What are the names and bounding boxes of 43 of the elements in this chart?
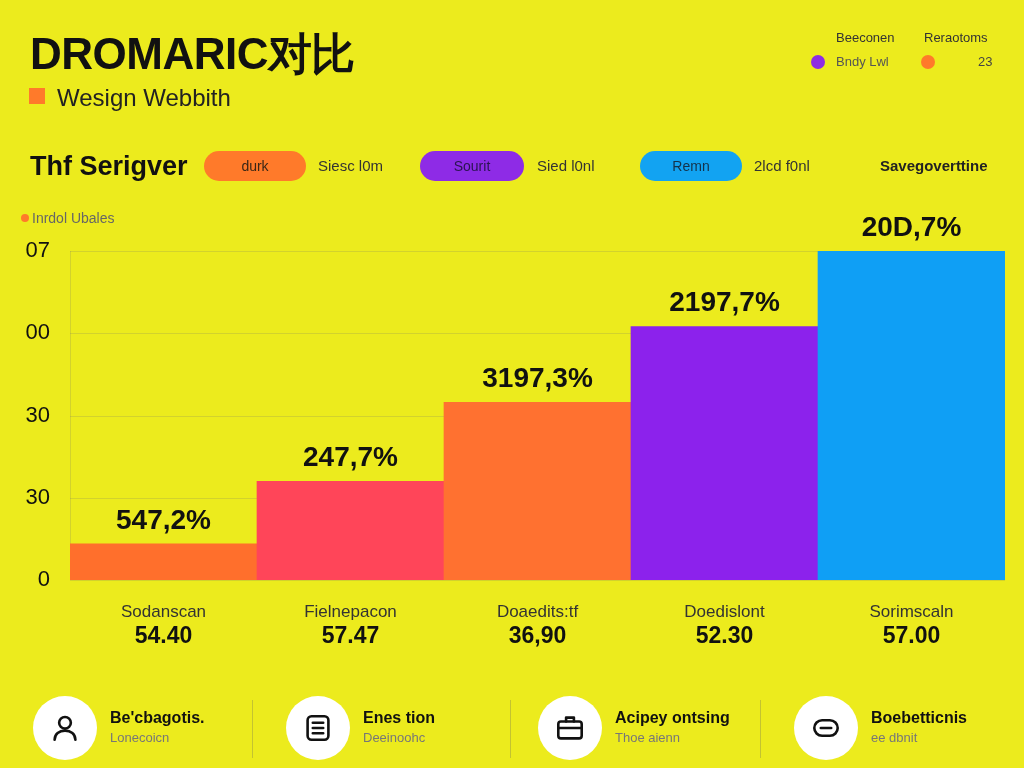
text: ee dbnit xyxy=(871,730,918,746)
annotation: 247,7% xyxy=(303,441,399,473)
x-tick-label: Sorimscaln 57.00 xyxy=(869,601,954,649)
bar xyxy=(817,251,1005,580)
annotation: 547,2% xyxy=(116,503,212,535)
text: 30 xyxy=(25,483,50,509)
text: Beeconen xyxy=(836,30,895,46)
bar xyxy=(630,326,819,580)
annotation: 2197,7% xyxy=(669,286,780,318)
text: Be'cbagotis. xyxy=(110,707,205,727)
text: Siesc l0m xyxy=(318,157,384,175)
text: Bndy Lwl xyxy=(836,54,889,70)
text: Acipey ontsing xyxy=(615,707,730,727)
bar xyxy=(256,480,445,580)
text: 00 xyxy=(25,319,50,345)
x-tick-label: Doaedits:tf 36,90 xyxy=(496,601,579,649)
text: 07 xyxy=(25,237,50,263)
text: Reraotoms xyxy=(924,30,988,46)
text: Remn xyxy=(672,157,710,175)
text: 30 xyxy=(25,401,50,427)
text: Thf Serigver xyxy=(30,150,188,182)
text: Deeinoohc xyxy=(363,730,426,746)
x-tick-label: Sodanscan 54.40 xyxy=(120,601,207,649)
text: Enes tion xyxy=(363,707,436,727)
bar xyxy=(70,543,258,580)
bar xyxy=(443,402,632,580)
chart-title: DROMARIC对比 xyxy=(30,27,355,80)
x-tick-label: Fielnepacon 57.47 xyxy=(304,601,397,649)
chart-subtitle: Wesign Webbith xyxy=(57,82,231,112)
y-axis-title: Inrdol Ubales xyxy=(32,209,115,227)
text: 0 xyxy=(37,566,50,592)
text: Sied l0nl xyxy=(537,157,595,175)
text: Boebetticnis xyxy=(871,707,968,727)
text: Sourit xyxy=(453,157,491,175)
text: 23 xyxy=(978,54,993,70)
text: 2lcd f0nl xyxy=(754,157,810,175)
text: Thoe aienn xyxy=(615,730,681,746)
annotation: 20D,7% xyxy=(861,210,962,242)
x-tick-label: Doedislont 52.30 xyxy=(684,601,765,649)
text: Savegoverttine xyxy=(880,157,988,175)
text: Lonecoicn xyxy=(110,730,170,746)
annotation: 3197,3% xyxy=(482,362,593,394)
text: durk xyxy=(241,157,269,175)
